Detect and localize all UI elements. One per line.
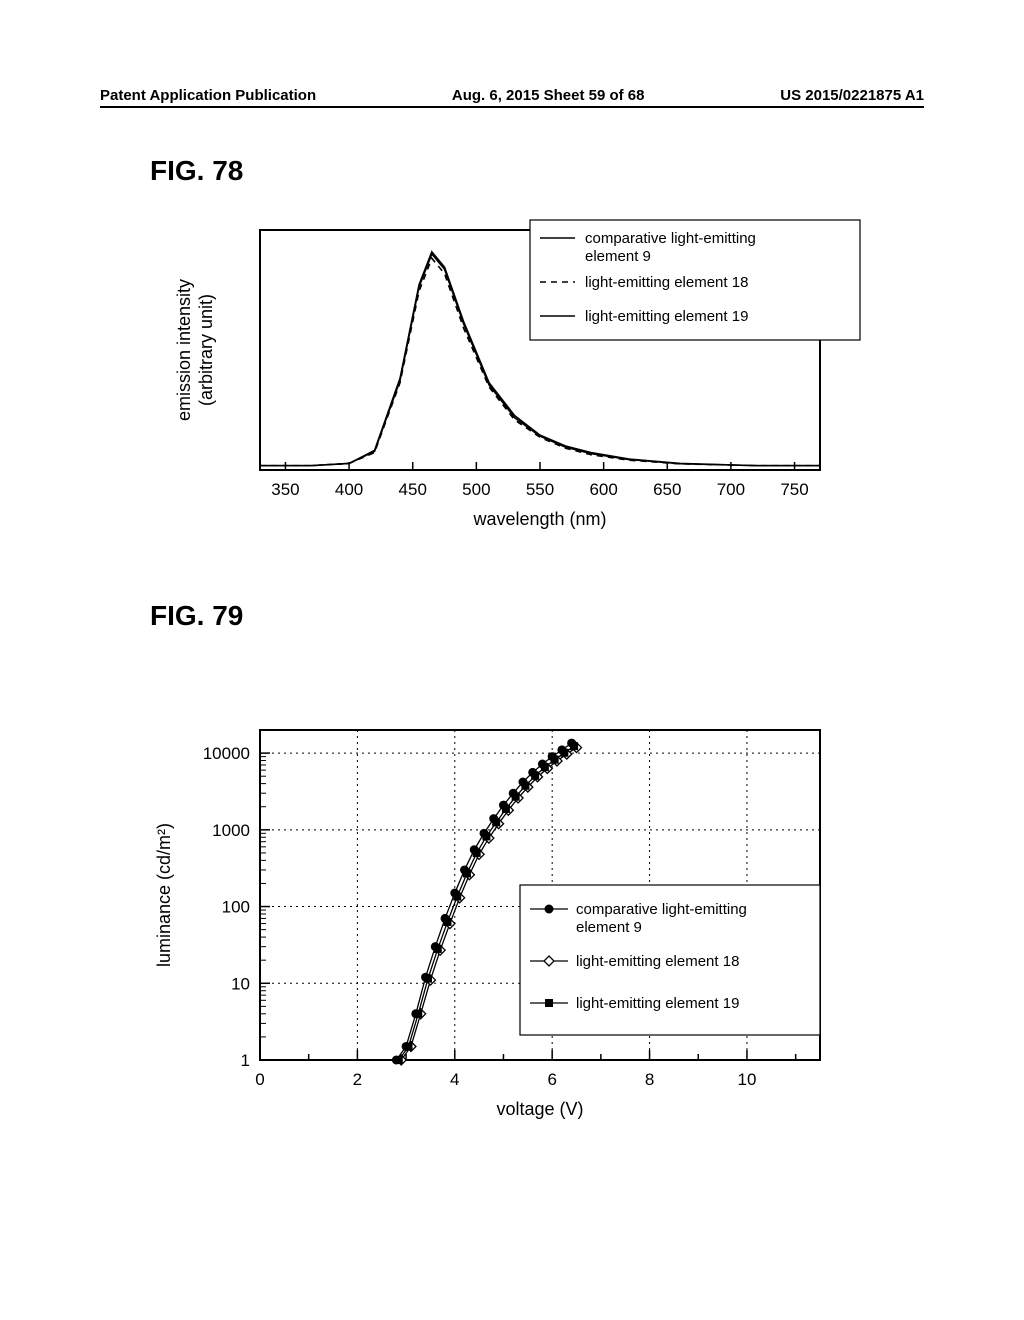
fig79-label: FIG. 79	[150, 600, 243, 632]
fig79-svg: 0 2 4 6 8 10 1 10 100 1000 10000 voltage (V) luminan…	[130, 700, 870, 1140]
svg-text:650: 650	[653, 480, 681, 499]
svg-text:light-emitting element 18: light-emitting element 18	[585, 274, 748, 291]
svg-text:comparative light-emitting: comparative light-emitting	[576, 901, 747, 918]
svg-text:10000: 10000	[203, 744, 250, 763]
header-right: US 2015/0221875 A1	[780, 87, 924, 104]
svg-text:400: 400	[335, 480, 363, 499]
svg-text:emission intensity: emission intensity	[174, 279, 194, 421]
svg-text:element 9: element 9	[585, 248, 651, 265]
svg-text:0: 0	[255, 1070, 264, 1089]
svg-text:luminance (cd/m²): luminance (cd/m²)	[154, 823, 174, 967]
svg-text:light-emitting element 19: light-emitting element 19	[576, 995, 739, 1012]
svg-text:450: 450	[399, 480, 427, 499]
page-header: Patent Application Publication Aug. 6, 2…	[100, 80, 924, 108]
header-left: Patent Application Publication	[100, 87, 316, 104]
svg-text:10: 10	[737, 1070, 756, 1089]
svg-text:element 9: element 9	[576, 919, 642, 936]
svg-text:light-emitting element 19: light-emitting element 19	[585, 308, 748, 325]
svg-text:600: 600	[589, 480, 617, 499]
svg-text:1: 1	[241, 1051, 250, 1070]
svg-text:500: 500	[462, 480, 490, 499]
fig78-chart: 350 400 450 500 550 600 650 700 750 wavelength (n…	[150, 200, 870, 560]
svg-text:(arbitrary unit): (arbitrary unit)	[196, 294, 216, 406]
svg-text:100: 100	[222, 898, 250, 917]
svg-text:550: 550	[526, 480, 554, 499]
page-root: Patent Application Publication Aug. 6, 2…	[0, 0, 1024, 1320]
svg-text:wavelength (nm): wavelength (nm)	[472, 509, 606, 529]
fig78-label: FIG. 78	[150, 155, 243, 187]
svg-text:1000: 1000	[212, 821, 250, 840]
svg-text:4: 4	[450, 1070, 459, 1089]
svg-text:750: 750	[780, 480, 808, 499]
svg-text:light-emitting element 18: light-emitting element 18	[576, 953, 739, 970]
svg-text:10: 10	[231, 974, 250, 993]
svg-text:2: 2	[353, 1070, 362, 1089]
svg-text:6: 6	[547, 1070, 556, 1089]
fig78-svg: 350 400 450 500 550 600 650 700 750 wavelength (n…	[150, 200, 870, 560]
svg-text:350: 350	[271, 480, 299, 499]
header-center: Aug. 6, 2015 Sheet 59 of 68	[316, 87, 780, 104]
svg-text:700: 700	[717, 480, 745, 499]
svg-text:voltage (V): voltage (V)	[496, 1099, 583, 1119]
fig79-chart: 0 2 4 6 8 10 1 10 100 1000 10000 voltage (V) luminan…	[130, 700, 870, 1140]
svg-text:comparative light-emitting: comparative light-emitting	[585, 230, 756, 247]
svg-text:8: 8	[645, 1070, 654, 1089]
